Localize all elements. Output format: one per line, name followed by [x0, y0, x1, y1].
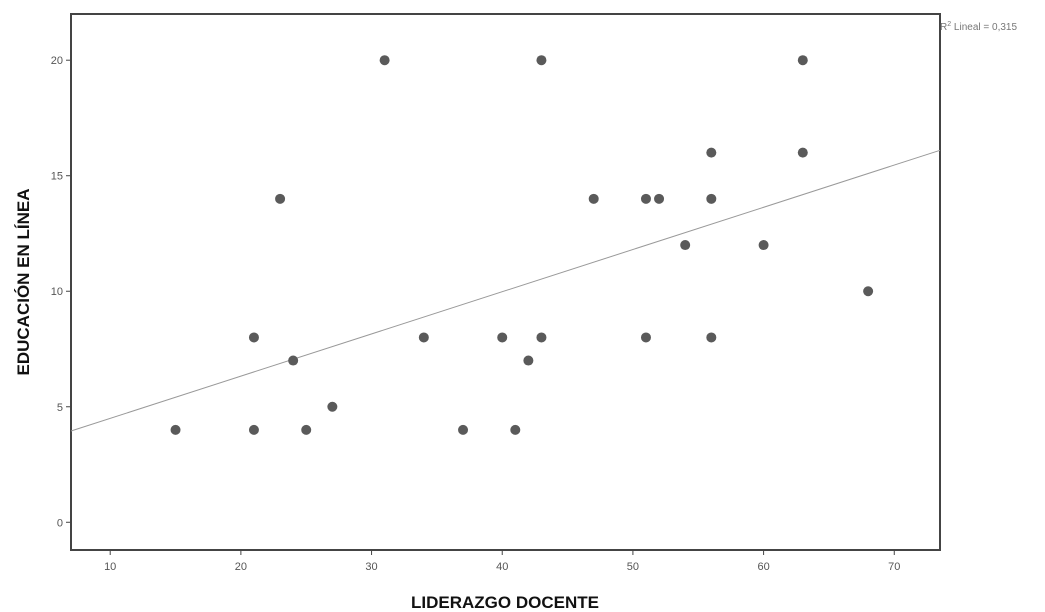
- scatter-point: [797, 147, 808, 158]
- x-axis-title: LIDERAZGO DOCENTE: [411, 593, 599, 612]
- y-axis-ticks: 0 5 10 15 20: [51, 55, 71, 529]
- scatter-point: [588, 193, 599, 204]
- y-tick-label: 10: [51, 286, 63, 298]
- y-tick-label: 5: [57, 402, 63, 414]
- scatter-point: [536, 332, 547, 343]
- y-tick-label: 20: [51, 55, 63, 67]
- x-axis-ticks: 10 20 30 40 50 60 70: [104, 550, 900, 573]
- scatter-point: [248, 424, 259, 435]
- scatter-point: [706, 147, 717, 158]
- plot-frame: [70, 13, 941, 551]
- x-tick-label: 30: [365, 561, 377, 573]
- scatter-point: [301, 424, 312, 435]
- scatter-point: [523, 355, 534, 366]
- y-tick-label: 0: [57, 517, 63, 529]
- scatter-point: [288, 355, 299, 366]
- scatter-point: [418, 332, 429, 343]
- scatter-point: [640, 193, 651, 204]
- scatter-point: [680, 240, 691, 251]
- scatter-point: [536, 55, 547, 66]
- scatter-point: [458, 424, 469, 435]
- x-tick-label: 10: [104, 561, 116, 573]
- scatter-point: [758, 240, 769, 251]
- scatter-point: [706, 332, 717, 343]
- scatter-point: [510, 424, 521, 435]
- scatter-point: [706, 193, 717, 204]
- scatter-point: [327, 401, 338, 412]
- regression-line: [70, 149, 941, 432]
- x-tick-label: 20: [235, 561, 247, 573]
- scatter-point: [379, 55, 390, 66]
- data-points: [170, 55, 874, 435]
- scatter-point: [797, 55, 808, 66]
- y-axis-title: EDUCACIÓN EN LÍNEA: [14, 188, 33, 375]
- scatter-point: [275, 193, 286, 204]
- scatter-point: [497, 332, 508, 343]
- scatter-point: [248, 332, 259, 343]
- scatter-point: [640, 332, 651, 343]
- scatter-point: [654, 193, 665, 204]
- scatter-point: [863, 286, 874, 297]
- y-tick-label: 15: [51, 171, 63, 183]
- x-tick-label: 70: [888, 561, 900, 573]
- x-tick-label: 60: [757, 561, 769, 573]
- r-squared-label: R2 Lineal = 0,315: [940, 21, 1017, 33]
- x-tick-label: 40: [496, 561, 508, 573]
- scatter-point: [170, 424, 181, 435]
- x-tick-label: 50: [627, 561, 639, 573]
